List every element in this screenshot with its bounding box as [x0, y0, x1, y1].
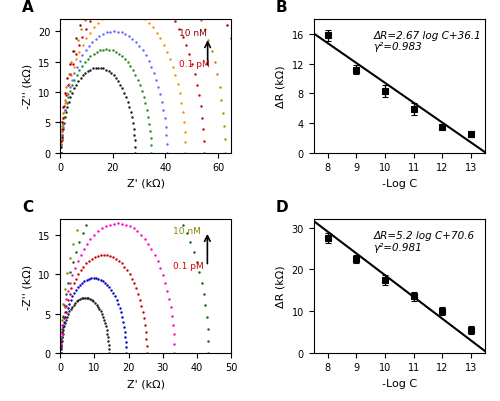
Text: 10 nM: 10 nM [178, 29, 206, 38]
Text: 0.1 pM: 0.1 pM [173, 262, 204, 271]
Text: A: A [22, 0, 34, 15]
Y-axis label: -Z'' (kΩ): -Z'' (kΩ) [22, 264, 32, 309]
X-axis label: Z' (kΩ): Z' (kΩ) [126, 178, 164, 188]
Text: ΔR=2.67 log C+36.1
γ²=0.983: ΔR=2.67 log C+36.1 γ²=0.983 [374, 31, 482, 52]
Text: D: D [276, 200, 288, 215]
Text: 10 nM: 10 nM [173, 227, 201, 235]
Y-axis label: -Z'' (kΩ): -Z'' (kΩ) [22, 64, 32, 109]
Text: B: B [276, 0, 287, 15]
X-axis label: -Log C: -Log C [382, 178, 417, 188]
Y-axis label: ΔR (kΩ): ΔR (kΩ) [276, 65, 286, 108]
X-axis label: Z' (kΩ): Z' (kΩ) [126, 378, 164, 388]
Text: C: C [22, 200, 34, 215]
Text: ΔR=5.2 log C+70.6
γ²=0.981: ΔR=5.2 log C+70.6 γ²=0.981 [374, 231, 474, 252]
Text: 0.1 pM: 0.1 pM [178, 59, 210, 69]
Y-axis label: ΔR (kΩ): ΔR (kΩ) [276, 265, 286, 308]
X-axis label: -Log C: -Log C [382, 378, 417, 388]
